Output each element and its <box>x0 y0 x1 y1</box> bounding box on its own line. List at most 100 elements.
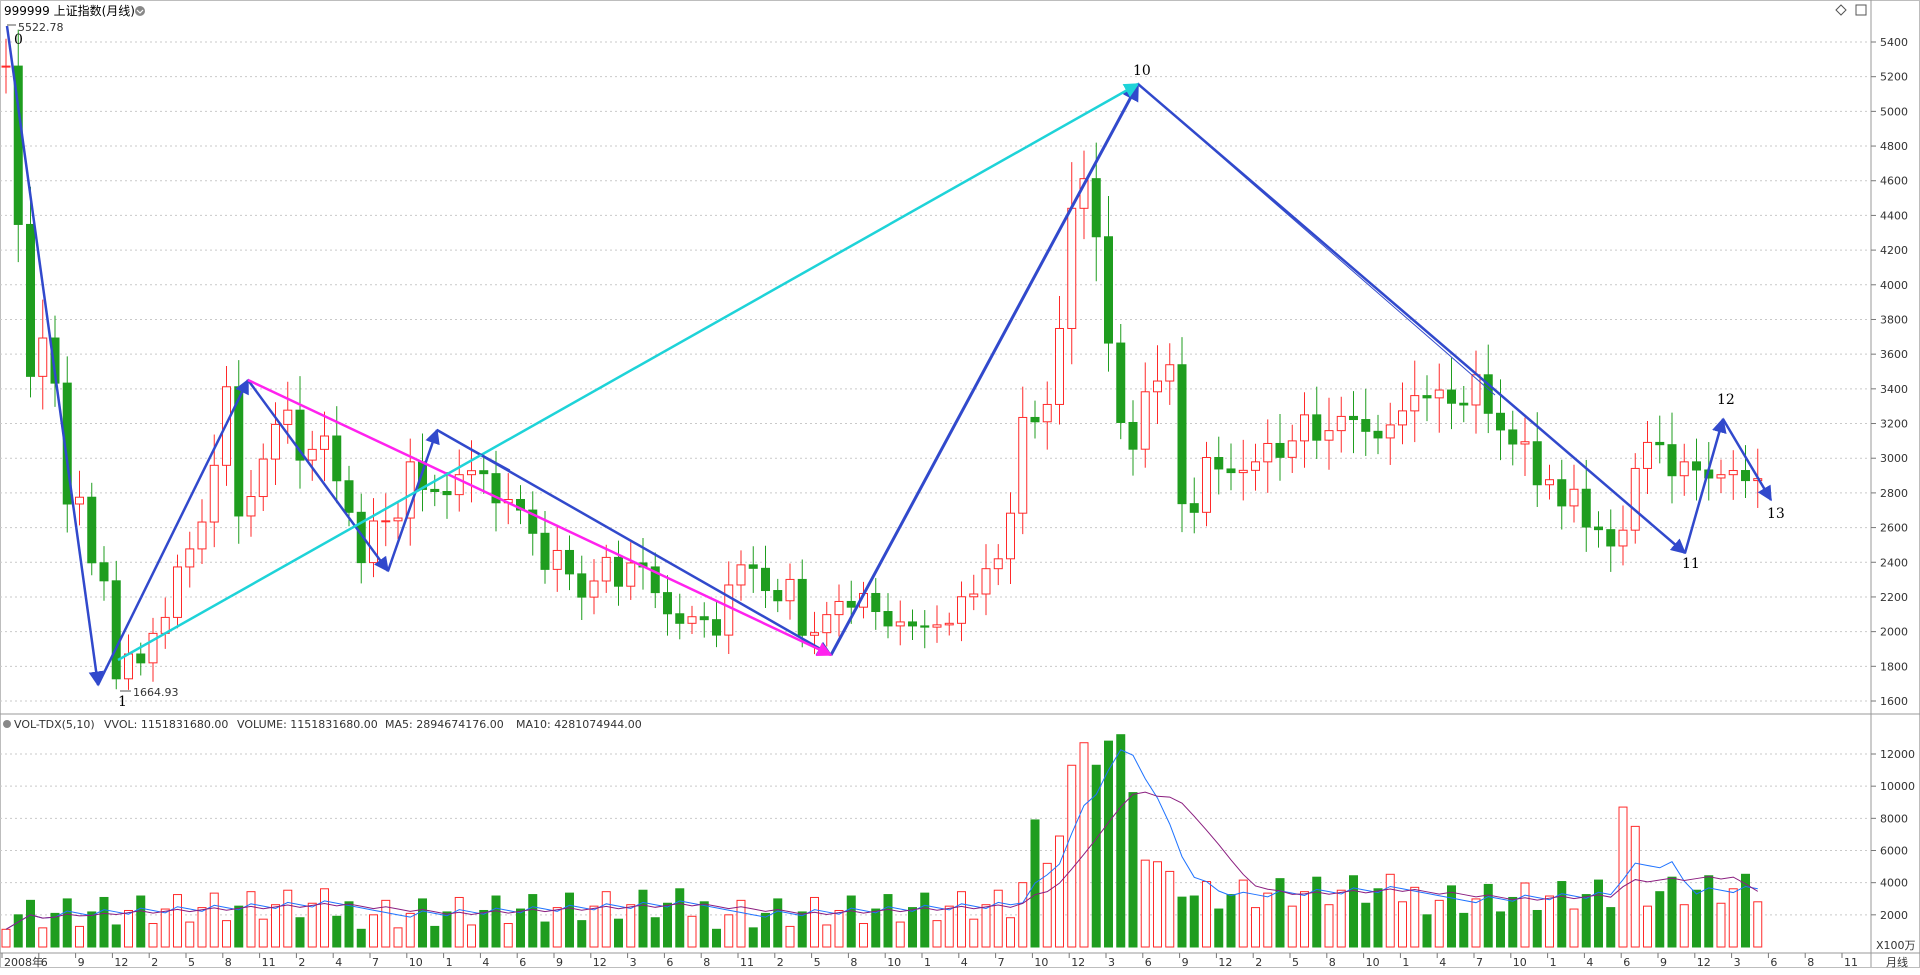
candle <box>540 532 550 570</box>
diamond-icon[interactable] <box>1835 4 1847 16</box>
wave-line <box>1683 417 1727 554</box>
volume-bar <box>1508 896 1518 948</box>
candle <box>944 622 954 626</box>
candle <box>1214 457 1224 470</box>
y-tick-label: 3600 <box>1880 348 1908 361</box>
candle <box>320 435 329 450</box>
volume-bar <box>1655 891 1665 948</box>
wave-label: 11 <box>1682 556 1700 572</box>
y-tick-label: 4000 <box>1880 279 1908 292</box>
candle <box>62 382 72 505</box>
y-tick-label: 1600 <box>1880 695 1908 708</box>
volume-bar <box>859 923 868 948</box>
candle <box>724 584 734 636</box>
candle <box>883 611 893 627</box>
volume-bar <box>222 920 231 948</box>
volume-bar <box>479 909 489 948</box>
candle <box>1275 442 1285 458</box>
candle <box>1349 415 1358 421</box>
x-tick-label: 3 <box>1108 956 1115 969</box>
volume-bar <box>405 912 415 948</box>
candle <box>699 616 709 621</box>
candle <box>148 632 158 664</box>
volume-bar <box>834 909 844 948</box>
candle <box>1336 415 1346 432</box>
volume-bar <box>1079 742 1089 948</box>
volume-bar <box>614 918 623 948</box>
x-tick-label: 9 <box>1182 956 1189 969</box>
x-tick-label: 12 <box>1218 956 1232 969</box>
volume-bar <box>234 905 244 948</box>
volume-bar <box>1581 894 1591 948</box>
candle <box>1226 468 1236 474</box>
volume-bar <box>1055 835 1064 948</box>
volume-bar <box>185 921 195 948</box>
volume-bar <box>565 892 574 948</box>
volume-bar <box>589 905 599 948</box>
volume-bar <box>1679 904 1689 948</box>
candle <box>565 549 574 575</box>
wave-line <box>5 25 104 687</box>
volume-bar <box>1373 888 1383 948</box>
candle <box>1018 416 1028 514</box>
candle <box>552 549 562 570</box>
volume-bar <box>969 918 979 948</box>
candle <box>1361 419 1371 432</box>
volume-bar <box>369 914 378 948</box>
volume-bar <box>1006 917 1015 948</box>
candle <box>663 592 672 615</box>
volume-bar <box>675 888 685 948</box>
volume-bar <box>1140 859 1150 948</box>
candle <box>748 564 758 569</box>
volume-ma10-line <box>5 791 1759 930</box>
x-tick-label: 7 <box>998 956 1005 969</box>
candle <box>1006 512 1015 560</box>
volume-bar <box>1692 889 1701 948</box>
volume-bar <box>1238 879 1248 948</box>
volume-bar <box>332 915 342 948</box>
candle <box>258 458 268 498</box>
volume-bar <box>1349 875 1358 948</box>
candle <box>1532 441 1542 486</box>
min-price-label: 1664.93 <box>133 686 179 699</box>
volume-bar <box>454 896 464 948</box>
wave-label: 1 <box>118 694 127 710</box>
candle <box>1508 429 1518 445</box>
window-restore-icon[interactable] <box>1855 4 1867 16</box>
volume-bar <box>99 896 109 948</box>
title-menu-icon[interactable] <box>135 6 145 16</box>
candle <box>1373 430 1383 439</box>
candle <box>1140 391 1150 450</box>
x-tick-label: 3 <box>1734 956 1741 969</box>
volume-bar <box>638 889 648 948</box>
volume-bar <box>26 899 35 948</box>
volume-bar <box>601 891 611 948</box>
candle <box>344 480 354 513</box>
x-tick-label: 4 <box>482 956 489 969</box>
volume-bar <box>173 894 182 948</box>
candle <box>969 593 979 598</box>
candle <box>1385 424 1395 439</box>
volume-bar <box>1263 892 1273 948</box>
x-tick-label: 6 <box>41 956 48 969</box>
candle <box>295 409 305 461</box>
candle <box>1606 529 1616 547</box>
y-tick-label: 4600 <box>1880 175 1908 188</box>
candle <box>1618 529 1628 547</box>
candle <box>405 461 415 519</box>
volume-bar <box>895 921 905 948</box>
volume-bar <box>1753 901 1763 948</box>
x-tick-label: 7 <box>372 956 379 969</box>
volume-bar <box>1116 734 1126 948</box>
candle <box>185 548 195 568</box>
candle <box>75 496 84 505</box>
candles <box>1 29 1763 690</box>
volume-bar <box>1300 891 1309 948</box>
volume-ma-lines <box>5 749 1759 930</box>
volume-bar <box>1447 885 1456 948</box>
indicator-menu-icon[interactable] <box>3 720 11 728</box>
x-tick-label: 1 <box>446 956 453 969</box>
volume-bar <box>908 907 917 948</box>
volume-tick-label: 12000 <box>1880 748 1915 761</box>
